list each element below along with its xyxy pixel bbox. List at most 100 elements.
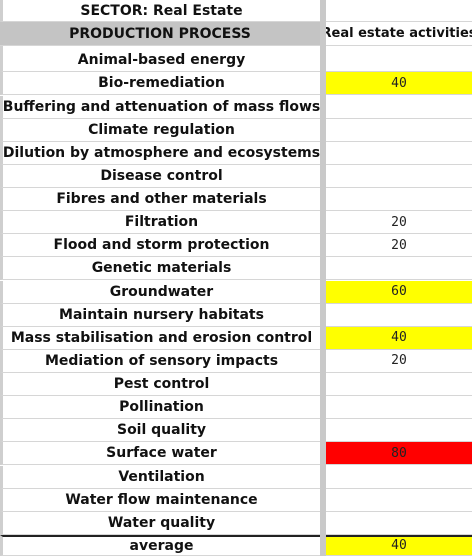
average-value-cell[interactable]: 40 (326, 534, 472, 556)
activity-value: 40 (391, 330, 407, 346)
activity-value-cell[interactable] (326, 119, 472, 142)
process-name-cell[interactable]: Flood and storm protection (0, 234, 320, 258)
activity-value-cell[interactable]: 40 (326, 72, 472, 96)
process-name: Fibres and other materials (56, 191, 267, 207)
process-name-cell[interactable]: Filtration (0, 211, 320, 235)
process-name: Groundwater (109, 283, 214, 300)
process-name-cell[interactable]: Disease control (0, 164, 320, 188)
process-name: Animal-based energy (77, 52, 246, 69)
column-separator (320, 488, 326, 512)
average-label-cell[interactable]: average (0, 534, 320, 556)
activity-value-cell[interactable] (326, 165, 472, 188)
process-name-cell[interactable]: Soil quality (0, 419, 320, 443)
column-separator (320, 72, 326, 96)
activity-value-cell[interactable] (326, 304, 472, 327)
activity-value-cell[interactable] (326, 257, 472, 281)
column-separator (320, 326, 326, 350)
activity-value-cell[interactable] (326, 489, 472, 512)
process-name-cell[interactable]: Water flow maintenance (0, 488, 320, 512)
column-separator (320, 280, 326, 304)
process-name-cell[interactable]: Groundwater (0, 280, 320, 304)
process-name: Flood and storm protection (53, 237, 270, 254)
average-label: average (129, 537, 194, 554)
activity-value-cell[interactable] (326, 419, 472, 443)
activity-value-cell[interactable] (326, 396, 472, 420)
activity-value-cell[interactable]: 20 (326, 211, 472, 235)
activity-value-cell[interactable] (326, 96, 472, 119)
column-separator (320, 465, 326, 489)
process-name: Water quality (107, 514, 216, 531)
activity-header-label: Real estate activities (326, 26, 472, 42)
process-name: Surface water (106, 445, 217, 462)
process-name: Buffering and attenuation of mass flows (2, 98, 320, 115)
activity-value-cell[interactable]: 20 (326, 234, 472, 258)
activity-value-cell[interactable]: 60 (326, 280, 472, 304)
column-separator (320, 95, 326, 119)
process-name: Maintain nursery habitats (59, 306, 264, 323)
activity-value: 40 (391, 75, 407, 91)
column-separator (320, 0, 326, 23)
process-name: Mediation of sensory impacts (44, 352, 279, 369)
column-separator (320, 46, 326, 50)
process-name: Filtration (124, 214, 199, 231)
column-separator (320, 22, 326, 47)
activity-value-cell[interactable]: 80 (326, 442, 472, 466)
activity-value: 20 (391, 237, 407, 253)
column-separator (320, 141, 326, 165)
activity-value: 60 (391, 284, 407, 299)
process-name-cell[interactable]: Surface water (0, 442, 320, 466)
column-separator (320, 257, 326, 281)
column-separator (320, 234, 326, 258)
activity-value-cell[interactable]: 20 (326, 350, 472, 373)
process-name: Bio-remediation (98, 75, 225, 92)
process-header-cell[interactable]: PRODUCTION PROCESS (0, 22, 320, 47)
activity-header-cell[interactable]: Real estate activities (326, 22, 472, 47)
column-separator (320, 303, 326, 327)
process-name-cell[interactable]: Water quality (0, 511, 320, 535)
column-separator (320, 211, 326, 235)
activity-value: 80 (391, 445, 407, 461)
process-name-cell[interactable]: Animal-based energy (0, 49, 320, 73)
activity-value-cell[interactable] (326, 142, 472, 165)
process-name: Water flow maintenance (65, 491, 258, 508)
column-separator (320, 534, 326, 556)
sector-empty-cell[interactable] (326, 0, 472, 22)
column-separator (320, 373, 326, 397)
activity-value-cell[interactable] (326, 373, 472, 396)
activity-value-cell[interactable]: 40 (326, 326, 472, 350)
process-name: Genetic materials (91, 260, 232, 277)
process-name-cell[interactable]: Climate regulation (0, 118, 320, 142)
sector-label-cell[interactable]: SECTOR: Real Estate (0, 0, 320, 22)
process-name: Climate regulation (88, 121, 235, 138)
process-name-cell[interactable]: Genetic materials (0, 257, 320, 281)
process-header-label: PRODUCTION PROCESS (69, 25, 251, 42)
process-name-cell[interactable]: Dilution by atmosphere and ecosystems (0, 141, 320, 165)
process-name: Pest control (113, 376, 210, 392)
column-separator (320, 349, 326, 373)
column-separator (320, 188, 326, 212)
process-name-cell[interactable]: Bio-remediation (0, 72, 320, 96)
spacer-row (0, 46, 320, 50)
process-name: Soil quality (116, 422, 207, 439)
column-separator (320, 396, 326, 420)
process-name-cell[interactable]: Mass stabilisation and erosion control (0, 326, 320, 350)
process-name-cell[interactable]: Buffering and attenuation of mass flows (0, 95, 320, 119)
activity-value-cell[interactable] (326, 466, 472, 489)
process-name-cell[interactable]: Ventilation (0, 465, 320, 489)
process-name-cell[interactable]: Fibres and other materials (0, 188, 320, 211)
activity-value-cell[interactable] (326, 512, 472, 535)
activity-value-cell[interactable] (326, 49, 472, 73)
average-value: 40 (391, 538, 407, 554)
process-name-cell[interactable]: Pest control (0, 373, 320, 396)
activity-value-cell[interactable] (326, 188, 472, 211)
process-name-cell[interactable]: Pollination (0, 396, 320, 420)
process-name: Ventilation (118, 468, 205, 485)
process-name: Mass stabilisation and erosion control (10, 329, 313, 346)
activity-value: 20 (391, 214, 407, 230)
process-name: Pollination (119, 399, 204, 416)
column-separator (320, 49, 326, 73)
column-separator (320, 511, 326, 535)
process-name-cell[interactable]: Maintain nursery habitats (0, 303, 320, 327)
process-name-cell[interactable]: Mediation of sensory impacts (0, 349, 320, 373)
